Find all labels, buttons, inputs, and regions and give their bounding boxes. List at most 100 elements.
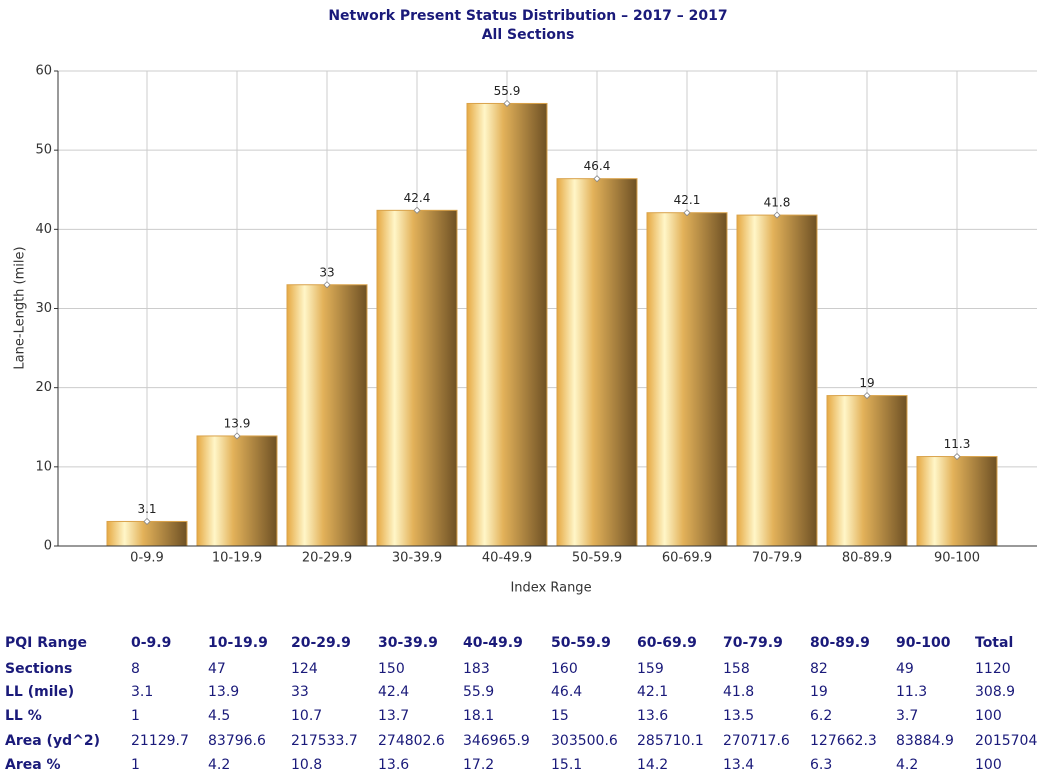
table-cell: 4.2 xyxy=(896,757,918,773)
table-cell: 4.5 xyxy=(208,708,230,724)
bar-marker xyxy=(143,517,151,526)
table-cell: 17.2 xyxy=(463,757,494,773)
table-cell: Area (yd^2) xyxy=(5,733,100,749)
bar xyxy=(106,520,188,547)
x-axis-label: Index Range xyxy=(510,581,591,596)
bar xyxy=(736,214,818,547)
table-cell: 19 xyxy=(810,684,828,700)
y-tick-label: 40 xyxy=(35,222,52,237)
value-label: 55.9 xyxy=(494,84,521,98)
x-tick-label: 90-100 xyxy=(934,551,980,566)
table-cell: 308.9 xyxy=(975,684,1015,700)
table-cell: 42.4 xyxy=(378,684,409,700)
table-cell: 46.4 xyxy=(551,684,582,700)
table-cell: 15.1 xyxy=(551,757,582,773)
bar xyxy=(916,456,998,547)
bar-marker xyxy=(683,209,691,217)
y-tick-label: 60 xyxy=(35,64,52,79)
value-label: 13.9 xyxy=(224,416,251,430)
y-tick-label: 50 xyxy=(35,143,52,158)
bar-marker xyxy=(233,432,241,440)
table-header-cell: 10-19.9 xyxy=(208,635,268,651)
bar xyxy=(646,212,728,547)
bar xyxy=(376,209,458,547)
table-cell: LL (mile) xyxy=(5,684,74,700)
table-cell: 3.7 xyxy=(896,708,918,724)
value-label: 42.1 xyxy=(674,193,701,207)
y-tick-label: 30 xyxy=(35,301,52,316)
table-cell: 274802.6 xyxy=(378,733,445,749)
chart-title: Network Present Status Distribution – 20… xyxy=(328,8,727,24)
bar xyxy=(286,284,368,547)
bar-marker xyxy=(593,175,601,183)
table-header-cell: PQI Range xyxy=(5,635,87,651)
table-cell: 15 xyxy=(551,708,569,724)
bar xyxy=(556,178,638,547)
table-header-cell: 80-89.9 xyxy=(810,635,870,651)
x-tick-label: 80-89.9 xyxy=(842,551,892,566)
table-cell: 8 xyxy=(131,661,140,677)
table-cell: 49 xyxy=(896,661,914,677)
table-cell: 18.1 xyxy=(463,708,494,724)
table-header-cell: Total xyxy=(975,635,1013,651)
table-cell: 183 xyxy=(463,661,490,677)
value-label: 33 xyxy=(319,265,334,279)
table-cell: 13.9 xyxy=(208,684,239,700)
table-cell: 55.9 xyxy=(463,684,494,700)
bar-marker xyxy=(953,452,961,461)
table-cell: 270717.6 xyxy=(723,733,790,749)
table-cell: 1 xyxy=(131,757,140,773)
value-label: 41.8 xyxy=(764,196,791,210)
table-header-cell: 20-29.9 xyxy=(291,635,351,651)
table-cell: 100 xyxy=(975,708,1002,724)
value-label: 42.4 xyxy=(404,191,431,205)
x-tick-label: 60-69.9 xyxy=(662,551,712,566)
x-tick-label: 50-59.9 xyxy=(572,551,622,566)
table-cell: 346965.9 xyxy=(463,733,530,749)
table-cell: 41.8 xyxy=(723,684,754,700)
value-label: 11.3 xyxy=(944,437,971,451)
table-cell: Sections xyxy=(5,661,72,677)
table-cell: 150 xyxy=(378,661,405,677)
bar-marker xyxy=(323,281,331,289)
x-tick-label: 30-39.9 xyxy=(392,551,442,566)
table-cell: 14.2 xyxy=(637,757,668,773)
table-cell: 11.3 xyxy=(896,684,927,700)
table-cell: 13.7 xyxy=(378,708,409,724)
table-header-cell: 90-100 xyxy=(896,635,951,651)
table-cell: 3.1 xyxy=(131,684,153,700)
table-cell: 33 xyxy=(291,684,309,700)
table-cell: 158 xyxy=(723,661,750,677)
bar-marker xyxy=(773,211,781,219)
table-header-cell: 30-39.9 xyxy=(378,635,438,651)
x-tick-label: 0-9.9 xyxy=(130,551,164,566)
x-tick-label: 40-49.9 xyxy=(482,551,532,566)
table-cell: 1 xyxy=(131,708,140,724)
table-cell: 47 xyxy=(208,661,226,677)
table-cell: 159 xyxy=(637,661,664,677)
x-tick-label: 20-29.9 xyxy=(302,551,352,566)
table-cell: 82 xyxy=(810,661,828,677)
table-cell: 13.5 xyxy=(723,708,754,724)
value-label: 46.4 xyxy=(584,159,611,173)
bar xyxy=(196,435,278,547)
table-cell: 6.3 xyxy=(810,757,832,773)
table-cell: 13.6 xyxy=(637,708,668,724)
bar-marker xyxy=(503,99,511,108)
table-header-cell: 50-59.9 xyxy=(551,635,611,651)
bar-marker xyxy=(863,392,871,400)
table-cell: 303500.6 xyxy=(551,733,618,749)
table-header-cell: 70-79.9 xyxy=(723,635,783,651)
bar xyxy=(826,395,908,547)
value-label: 19 xyxy=(859,376,874,390)
y-tick-label: 20 xyxy=(35,380,52,395)
x-tick-label: 70-79.9 xyxy=(752,551,802,566)
table-cell: 1120 xyxy=(975,661,1011,677)
table-cell: 83884.9 xyxy=(896,733,954,749)
chart-subtitle: All Sections xyxy=(482,27,575,43)
table-cell: 6.2 xyxy=(810,708,832,724)
table-cell: 21129.7 xyxy=(131,733,189,749)
y-tick-label: 0 xyxy=(44,539,52,554)
x-tick-label: 10-19.9 xyxy=(212,551,262,566)
table-cell: 13.4 xyxy=(723,757,754,773)
